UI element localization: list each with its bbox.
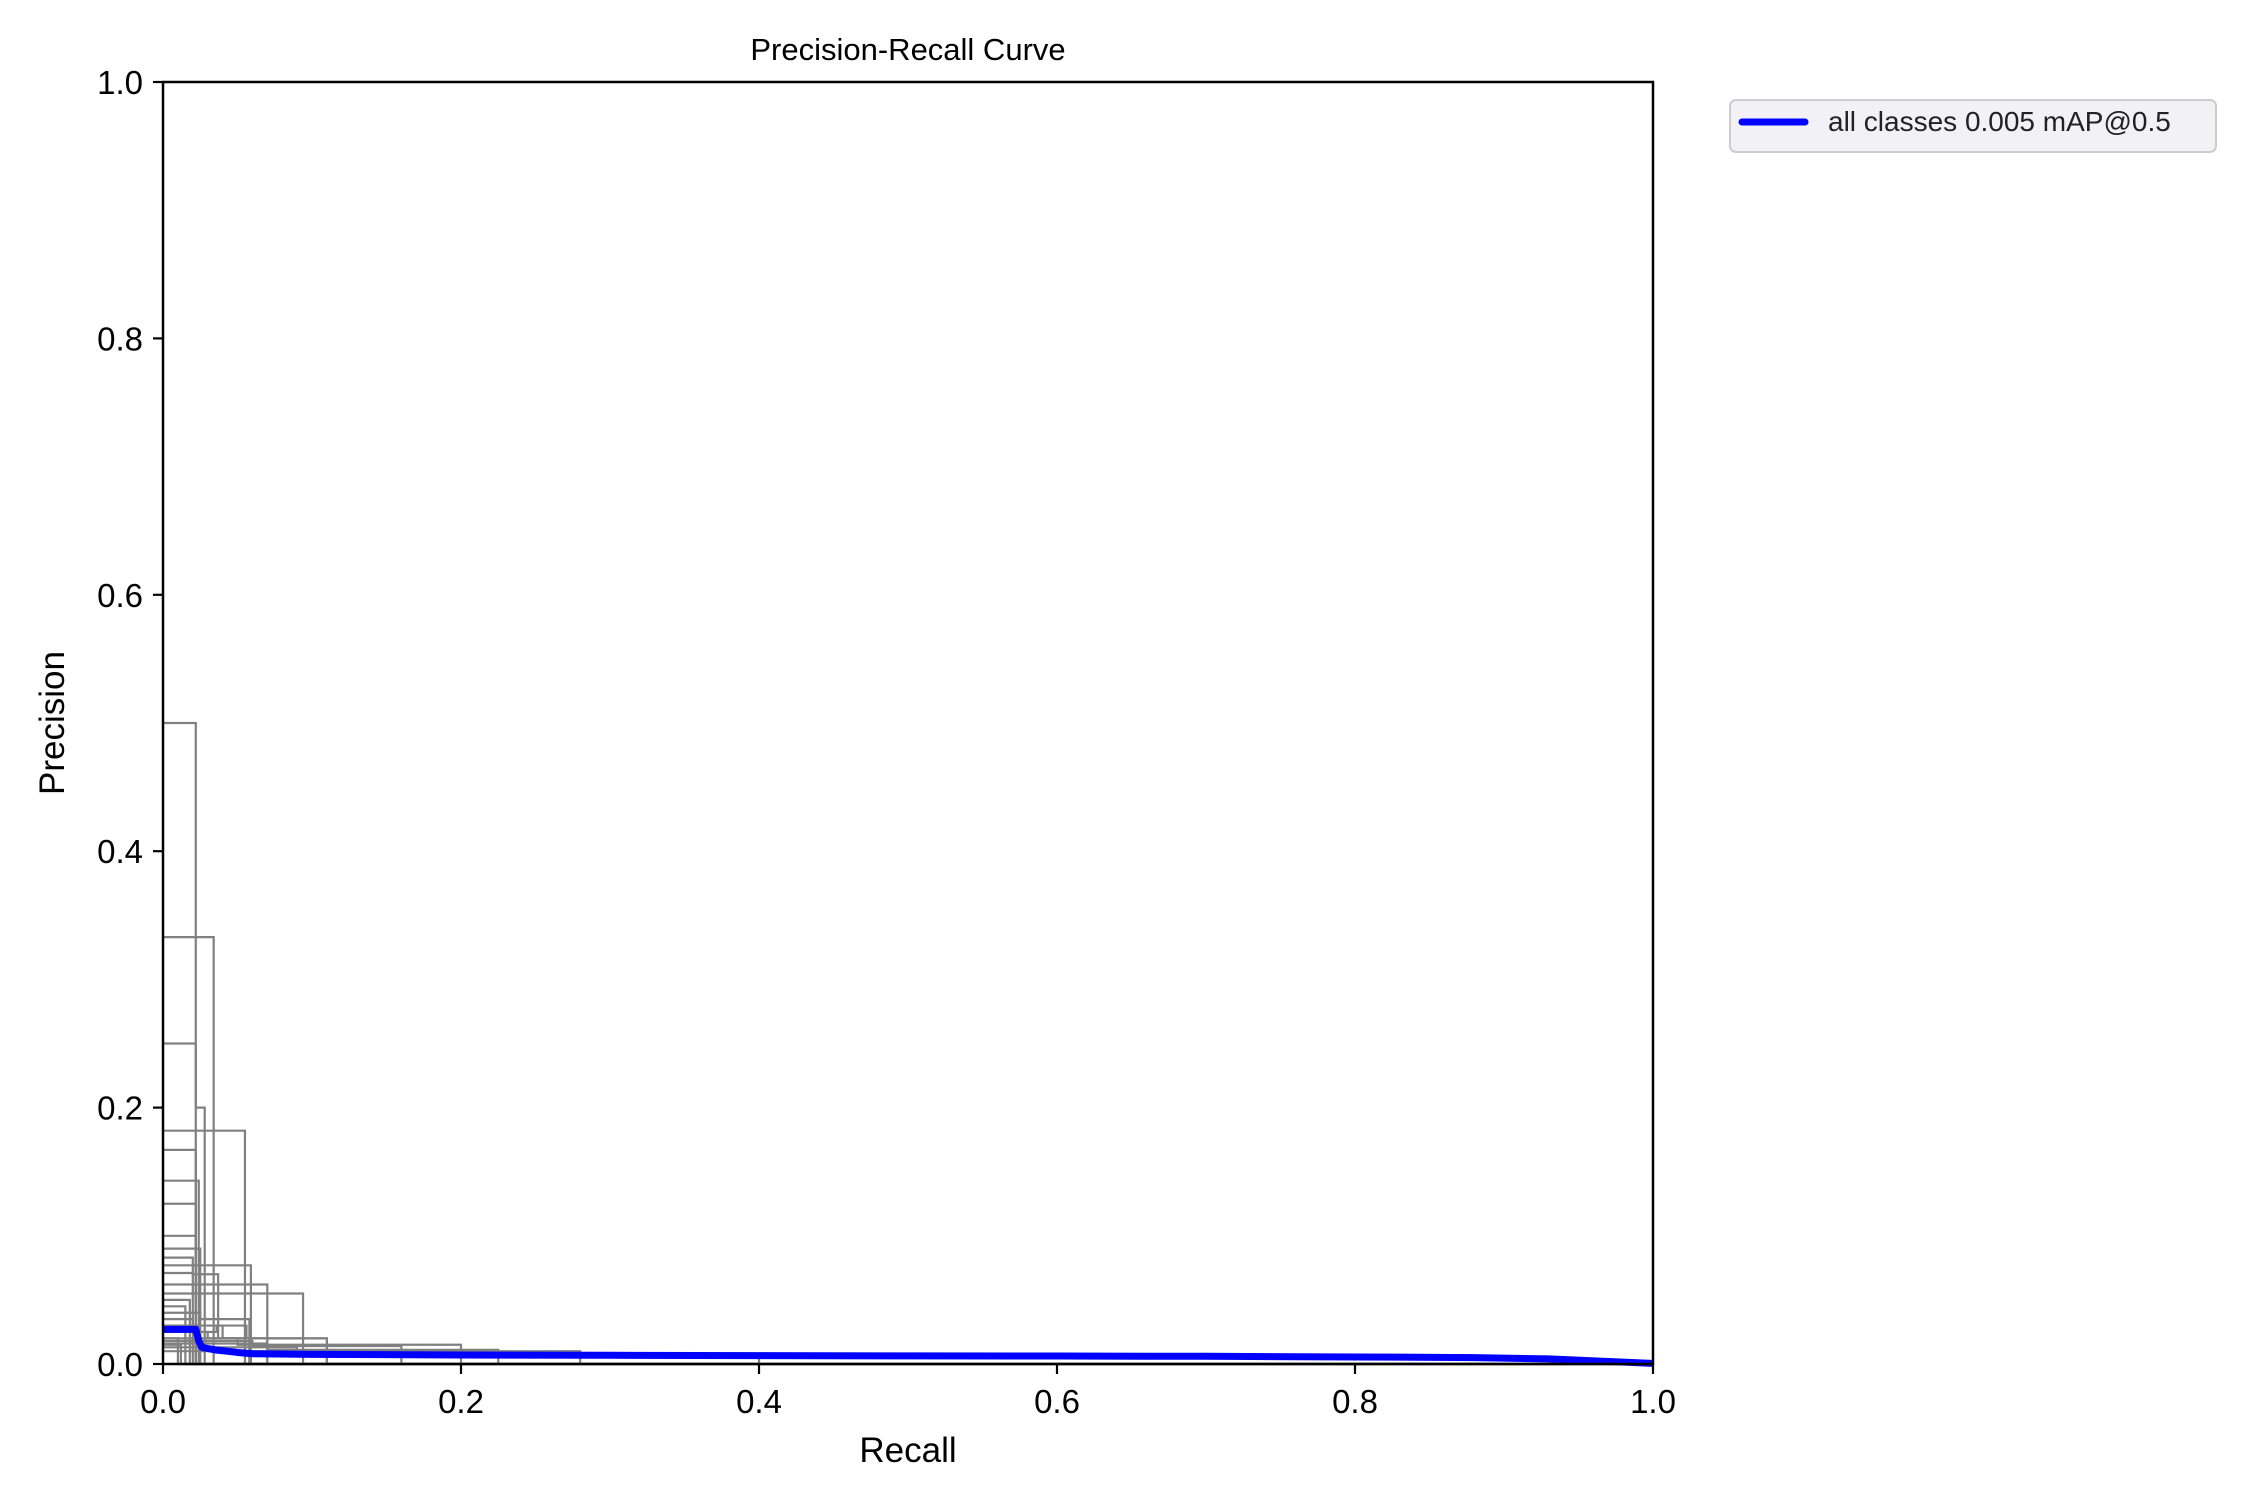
x-axis-ticks: 0.0 0.2 0.4 0.6 0.8 1.0	[140, 1364, 1676, 1420]
all-classes-curve	[163, 1325, 1654, 1367]
x-tick-label: 0.8	[1332, 1383, 1378, 1420]
y-tick-label: 0.0	[97, 1346, 143, 1383]
x-tick-label: 1.0	[1630, 1383, 1676, 1420]
plot-frame	[161, 80, 1655, 1366]
legend-label-all-classes: all classes 0.005 mAP@0.5	[1828, 106, 2171, 137]
y-axis-title: Precision	[33, 651, 72, 795]
legend: all classes 0.005 mAP@0.5	[1729, 99, 2217, 153]
y-tick-label: 0.2	[97, 1090, 143, 1127]
x-tick-label: 0.6	[1034, 1383, 1080, 1420]
x-tick-label: 0.2	[438, 1383, 484, 1420]
y-tick-label: 1.0	[97, 64, 143, 101]
y-axis-ticks: 0.0 0.2 0.4 0.6 0.8 1.0	[97, 64, 163, 1383]
legend-box	[1729, 99, 2217, 153]
x-tick-label: 0.4	[736, 1383, 782, 1420]
y-tick-label: 0.8	[97, 320, 143, 357]
x-tick-label: 0.0	[140, 1383, 186, 1420]
y-tick-label: 0.6	[97, 577, 143, 614]
chart-title: Precision-Recall Curve	[750, 32, 1065, 67]
y-tick-label: 0.4	[97, 833, 143, 870]
x-axis-title: Recall	[859, 1431, 956, 1470]
